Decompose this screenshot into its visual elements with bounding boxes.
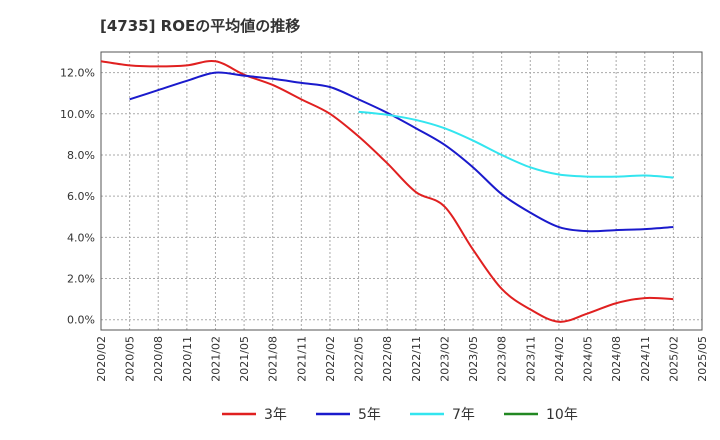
x-tick-label: 2023/02 [438,336,451,382]
x-tick-label: 2025/05 [696,336,709,382]
x-tick-label: 2022/11 [410,336,423,382]
series-line-3 [358,110,674,179]
x-tick-label: 2023/08 [496,336,509,382]
y-axis-ticks: 0.0% 2.0% 4.0% 6.0% 8.0% 10.0% 12.0% [60,67,95,327]
x-tick-label: 2020/11 [181,336,194,382]
x-tick-label: 2021/08 [267,336,280,382]
legend-label: 10年 [546,407,578,423]
x-tick-label: 2021/02 [209,336,222,382]
x-tick-label: 2020/05 [124,336,137,382]
y-tick-label: 6.0% [67,190,95,203]
y-tick-label: 8.0% [67,149,95,162]
x-tick-label: 2022/02 [324,336,337,382]
x-axis-ticks: 2020/02 2020/05 2020/08 2020/11 2021/02 2021/… [95,336,709,382]
grid-lines [100,52,703,330]
x-tick-label: 2021/11 [295,336,308,382]
legend-label: 7年 [452,407,475,423]
series-line-1 [100,59,674,323]
x-tick-label: 2020/08 [152,336,165,382]
x-tick-label: 2024/02 [553,336,566,382]
plot-frame [100,51,703,331]
x-tick-label: 2023/05 [467,336,480,382]
x-tick-label: 2022/05 [353,336,366,382]
y-tick-label: 2.0% [67,273,95,286]
y-tick-label: 10.0% [60,108,95,121]
x-tick-label: 2022/08 [381,336,394,382]
series-line-2 [129,71,674,233]
x-tick-label: 2024/05 [582,336,595,382]
y-tick-label: 12.0% [60,67,95,80]
x-tick-label: 2025/02 [667,336,680,382]
series-lines [100,59,674,323]
y-tick-label: 0.0% [67,314,95,327]
x-tick-label: 2024/11 [639,336,652,382]
y-tick-label: 4.0% [67,231,95,244]
chart-title: [4735] ROEの平均値の推移 [100,17,300,35]
legend: 3年 5年 7年 10年 [222,407,578,423]
x-tick-label: 2021/05 [238,336,251,382]
x-tick-label: 2023/11 [524,336,537,382]
x-tick-label: 2024/08 [610,336,623,382]
legend-label: 5年 [358,407,381,423]
x-tick-label: 2020/02 [95,336,108,382]
legend-label: 3年 [264,407,287,423]
